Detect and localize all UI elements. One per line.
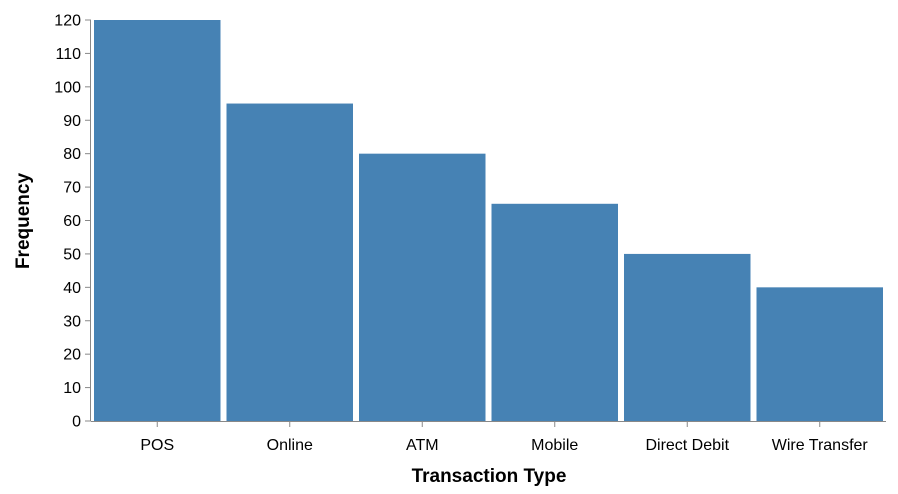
x-tick-label: Online	[267, 437, 313, 454]
x-tick-label: Direct Debit	[645, 437, 729, 454]
y-tick-label: 40	[63, 280, 81, 297]
bar-wire-transfer	[757, 287, 884, 421]
bar-atm	[359, 154, 486, 421]
bar-online	[227, 104, 354, 421]
x-tick-label: Mobile	[531, 437, 578, 454]
y-axis-title: Frequency	[13, 173, 34, 270]
bar-direct-debit	[624, 254, 751, 421]
y-tick-label: 90	[63, 113, 81, 130]
bar-pos	[94, 20, 221, 421]
y-tick-label: 80	[63, 146, 81, 163]
bars-group	[94, 20, 883, 421]
y-tick-label: 10	[63, 380, 81, 397]
y-tick-label: 110	[55, 46, 81, 63]
x-tick-label: POS	[140, 437, 174, 454]
y-tick-label: 50	[63, 246, 81, 263]
x-tick-label: Wire Transfer	[772, 437, 869, 454]
y-tick-label: 120	[54, 13, 81, 30]
y-tick-label: 70	[63, 180, 81, 197]
y-tick-label: 100	[54, 79, 81, 96]
y-tick-label: 30	[63, 313, 81, 330]
y-tick-label: 0	[72, 414, 81, 431]
x-axis-title: Transaction Type	[412, 466, 567, 487]
bar-mobile	[492, 204, 619, 421]
x-tick-label: ATM	[406, 437, 439, 454]
x-axis: POS Online ATM Mobile Direct Debit Wire Trans…	[91, 421, 886, 454]
y-axis: 0 10 20 30 40 50 60 70 80 90 100 110 120	[54, 13, 91, 431]
y-tick-label: 60	[63, 213, 81, 230]
y-tick-label: 20	[63, 347, 81, 364]
